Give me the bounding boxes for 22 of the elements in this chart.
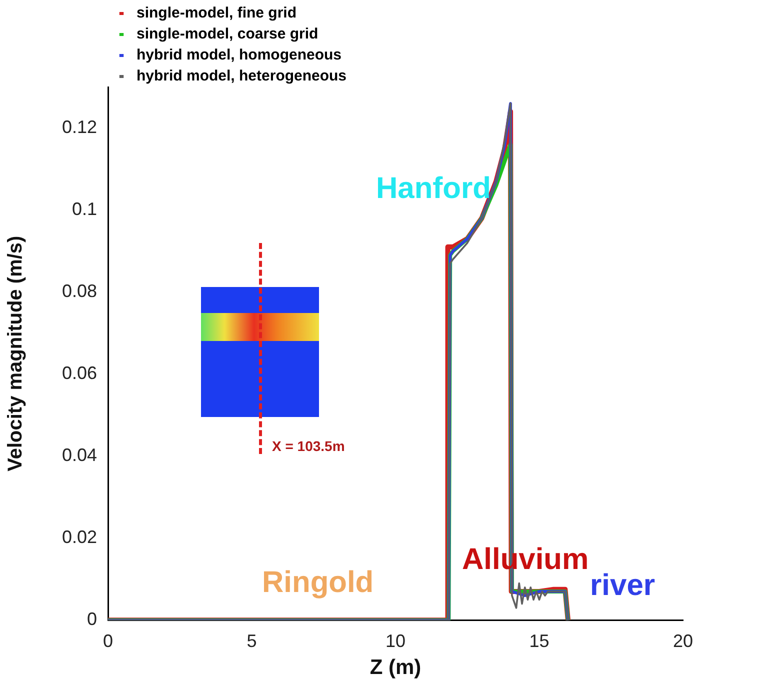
legend-label: single-model, coarse grid (136, 26, 318, 43)
y-tick-label: 0.12 (62, 116, 97, 137)
legend-label: hybrid model, homogeneous (136, 46, 342, 64)
x-axis-title: Z (m) (370, 656, 422, 680)
y-tick-label: 0.1 (72, 199, 97, 220)
y-axis-title: Velocity magnitude (m/s) (4, 236, 27, 472)
annotation: river (590, 569, 656, 603)
y-tick-label: 0.06 (62, 363, 97, 384)
x-tick-label: 10 (385, 630, 406, 651)
x-tick-label: 0 (102, 630, 114, 651)
y-tick-label: 0 (86, 609, 97, 630)
legend-label: hybrid model, heterogeneous (136, 68, 347, 85)
y-tick-label: 0.02 (62, 527, 97, 548)
y-tick-label: 0.08 (62, 281, 97, 302)
annotation: Ringold (262, 566, 374, 600)
x-tick-label: 20 (672, 630, 694, 651)
legend-label: single-model, fine grid (136, 4, 297, 22)
y-tick-label: 0.04 (62, 445, 97, 466)
annotation: Hanford (376, 172, 491, 206)
annotation: X = 103.5m (272, 438, 345, 454)
x-tick-label: 5 (246, 630, 257, 651)
x-tick-label: 15 (529, 630, 550, 651)
